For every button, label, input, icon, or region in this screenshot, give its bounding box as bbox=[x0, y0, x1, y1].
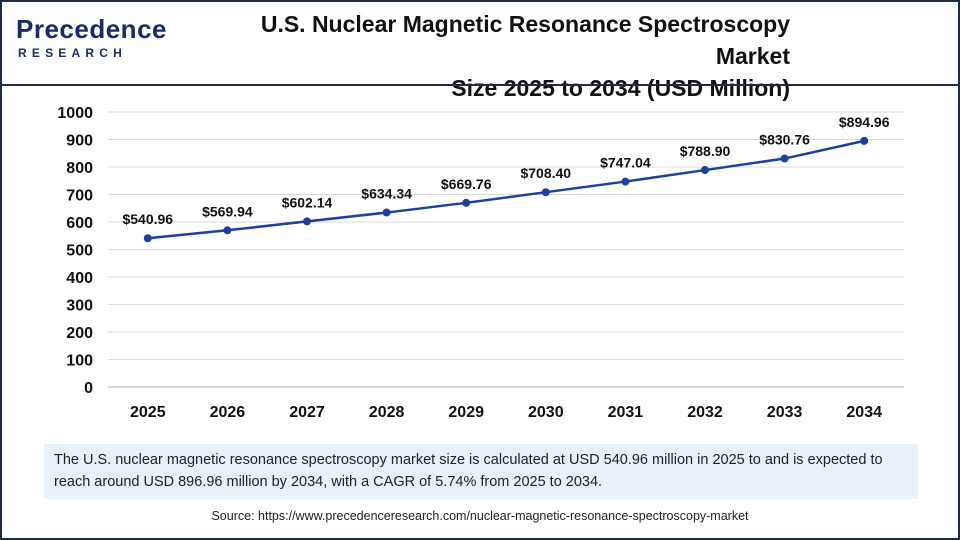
chart-title: U.S. Nuclear Magnetic Resonance Spectros… bbox=[190, 8, 790, 104]
x-tick-label: 2027 bbox=[289, 404, 325, 421]
y-tick-label: 900 bbox=[66, 133, 93, 150]
source-citation: Source: https://www.precedenceresearch.c… bbox=[211, 509, 749, 523]
y-tick-label: 600 bbox=[66, 215, 93, 232]
y-tick-label: 300 bbox=[66, 298, 93, 315]
data-label: $540.96 bbox=[122, 211, 173, 227]
x-tick-label: 2029 bbox=[448, 404, 484, 421]
data-point bbox=[382, 208, 391, 217]
header-divider bbox=[2, 84, 958, 86]
data-label: $634.34 bbox=[361, 186, 412, 202]
data-point bbox=[223, 226, 232, 235]
y-tick-label: 1000 bbox=[57, 105, 93, 122]
data-label: $788.90 bbox=[680, 143, 731, 159]
x-tick-label: 2031 bbox=[608, 404, 644, 421]
y-tick-label: 400 bbox=[66, 270, 93, 287]
line-chart: 0 100 200 300 400 500 600 700 800 900 1000 2025 2026… bbox=[57, 105, 904, 421]
series-line bbox=[147, 139, 865, 240]
data-point bbox=[462, 198, 471, 207]
y-tick-label: 100 bbox=[66, 353, 93, 370]
chart-title-line-1: U.S. Nuclear Magnetic Resonance Spectros… bbox=[260, 11, 790, 69]
data-label: $708.40 bbox=[520, 165, 571, 181]
x-tick-label: 2033 bbox=[767, 404, 803, 421]
y-tick-label: 0 bbox=[84, 380, 93, 397]
logo-wordmark: Precedence bbox=[16, 14, 167, 44]
data-label: $894.96 bbox=[839, 114, 890, 130]
data-point bbox=[143, 234, 152, 243]
logo-subtitle: RESEARCH bbox=[18, 46, 127, 60]
data-label: $669.76 bbox=[441, 176, 492, 192]
data-label: $830.76 bbox=[759, 132, 810, 148]
x-tick-label: 2028 bbox=[369, 404, 405, 421]
header: Precedence RESEARCH U.S. Nuclear Magneti… bbox=[0, 0, 960, 101]
data-point bbox=[701, 166, 709, 175]
data-point bbox=[780, 154, 789, 163]
y-tick-label: 800 bbox=[66, 160, 93, 177]
data-label: $602.14 bbox=[282, 194, 333, 210]
x-tick-label: 2026 bbox=[210, 404, 246, 421]
data-label: $747.04 bbox=[600, 155, 651, 171]
x-tick-label: 2034 bbox=[846, 404, 882, 421]
x-tick-label: 2030 bbox=[528, 404, 564, 421]
precedence-research-logo: Precedence RESEARCH bbox=[16, 14, 176, 64]
y-tick-label: 700 bbox=[66, 188, 93, 205]
chart-title-line-2: Size 2025 to 2034 (USD Million) bbox=[451, 75, 790, 101]
data-label: $569.94 bbox=[202, 203, 253, 219]
data-point bbox=[860, 136, 869, 145]
x-tick-label: 2032 bbox=[687, 404, 723, 421]
data-point bbox=[303, 217, 311, 226]
y-tick-label: 200 bbox=[66, 325, 93, 342]
y-tick-label: 500 bbox=[66, 243, 93, 260]
data-point bbox=[621, 177, 630, 186]
data-point bbox=[541, 188, 550, 197]
x-tick-label: 2025 bbox=[130, 404, 166, 421]
summary-note: The U.S. nuclear magnetic resonance spec… bbox=[44, 444, 918, 499]
